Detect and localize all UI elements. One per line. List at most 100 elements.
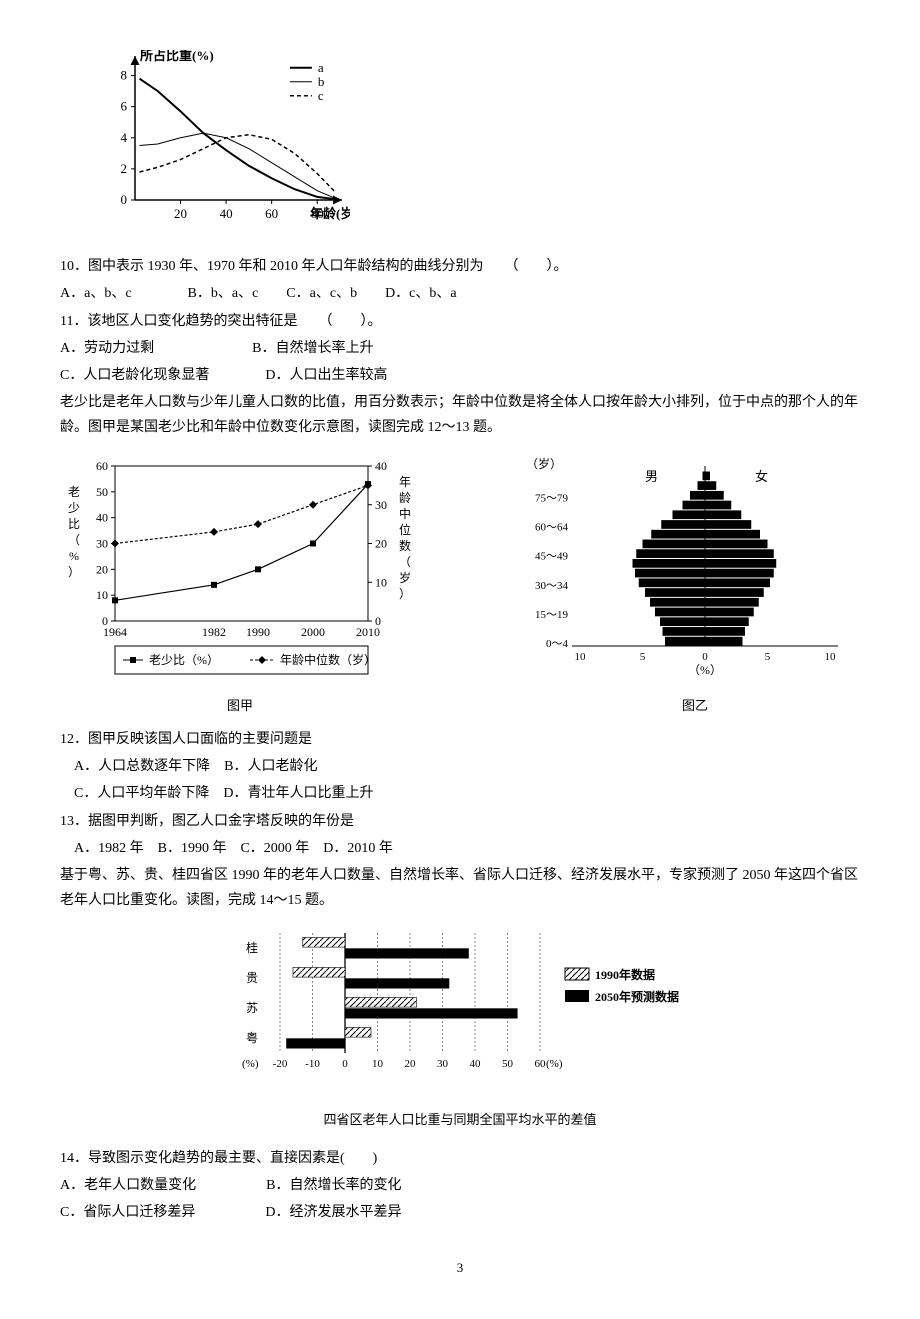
chart-province-elderly: -20-100102030405060(%)(%)桂贵苏粤1990年数据2050… <box>60 923 860 1102</box>
q11-stem: 11．该地区人口变化趋势的突出特征是 （ ）。 <box>60 309 860 334</box>
svg-text:4: 4 <box>121 130 128 145</box>
svg-text:c: c <box>318 88 324 103</box>
svg-text:1990: 1990 <box>246 625 270 639</box>
svg-text:20: 20 <box>96 562 108 576</box>
svg-text:岁: 岁 <box>399 570 411 585</box>
svg-text:年龄(岁): 年龄(岁) <box>310 206 350 221</box>
svg-text:2050年预测数据: 2050年预测数据 <box>595 989 679 1004</box>
chart-yi: 10 5 0 5 10 （%） 0～4 15～19 30～34 45～49 60～64 75～79 （岁… <box>530 451 860 681</box>
svg-text:30: 30 <box>437 1058 449 1070</box>
svg-text:(%): (%) <box>242 1058 259 1070</box>
page-number: 3 <box>60 1256 860 1279</box>
svg-text:比: 比 <box>68 517 80 531</box>
svg-text:贵: 贵 <box>246 971 258 985</box>
svg-text:老: 老 <box>68 485 80 499</box>
svg-text:年龄中位数（岁）: 年龄中位数（岁） <box>280 652 376 667</box>
svg-text:2000: 2000 <box>301 625 325 639</box>
svg-text:-20: -20 <box>273 1058 288 1070</box>
svg-text:10: 10 <box>372 1058 384 1070</box>
svg-text:20: 20 <box>405 1058 417 1070</box>
q14-stem: 14．导致图示变化趋势的最主要、直接因素是( ) <box>60 1146 860 1171</box>
svg-text:b: b <box>318 74 325 89</box>
q12-opts-row2: C．人口平均年龄下降 D．青壮年人口比重上升 <box>60 781 860 806</box>
svg-text:所占比重(%): 所占比重(%) <box>140 50 214 63</box>
svg-text:位: 位 <box>399 522 411 537</box>
svg-text:60: 60 <box>96 459 108 473</box>
q11-opt-c: C．人口老龄化现象显著 D．人口出生率较高 <box>60 363 860 388</box>
svg-text:30～34: 30～34 <box>535 579 568 591</box>
q11-opt-a: A．劳动力过剩 B．自然增长率上升 <box>60 336 860 361</box>
q13-opts: A．1982 年 B．1990 年 C．2000 年 D．2010 年 <box>60 836 860 861</box>
svg-text:10: 10 <box>375 575 387 589</box>
svg-text:苏: 苏 <box>246 1001 258 1015</box>
svg-text:40: 40 <box>470 1058 482 1070</box>
chart-jia: 0102030405060010203040196419821990200020… <box>60 451 420 681</box>
svg-text:桂: 桂 <box>246 940 258 955</box>
chart-age-structure: 0246820406080所占比重(%)年龄(岁)abc <box>90 50 860 239</box>
svg-text:40: 40 <box>96 510 108 524</box>
svg-text:0: 0 <box>702 651 708 663</box>
svg-text:年: 年 <box>399 475 411 489</box>
svg-text:a: a <box>318 60 324 75</box>
svg-text:-10: -10 <box>305 1058 320 1070</box>
intro-q14-15: 基于粤、苏、贵、桂四省区 1990 年的老年人口数量、自然增长率、省际人口迁移、… <box>60 863 860 913</box>
svg-text:0～4: 0～4 <box>546 638 568 650</box>
svg-text:40: 40 <box>220 206 233 221</box>
svg-text:15～19: 15～19 <box>535 608 568 620</box>
caption-jia: 图甲 <box>60 694 420 717</box>
chart3-caption: 四省区老年人口比重与同期全国平均水平的差值 <box>60 1108 860 1131</box>
svg-text:0: 0 <box>121 192 128 207</box>
svg-text:）: ） <box>399 587 411 601</box>
svg-text:30: 30 <box>96 536 108 550</box>
svg-text:6: 6 <box>121 99 128 114</box>
svg-text:40: 40 <box>375 459 387 473</box>
svg-text:（: （ <box>68 533 80 547</box>
q10-stem: 10．图中表示 1930 年、1970 年和 2010 年人口年龄结构的曲线分别… <box>60 254 860 279</box>
svg-text:老少比（%）: 老少比（%） <box>149 653 219 667</box>
svg-text:2: 2 <box>121 161 128 176</box>
q13-stem: 13．据图甲判断，图乙人口金字塔反映的年份是 <box>60 809 860 834</box>
svg-text:男: 男 <box>645 469 658 484</box>
figure-jiayi-row: 0102030405060010203040196419821990200020… <box>60 451 860 718</box>
q14-opt-cd: C．省际人口迁移差异 D．经济发展水平差异 <box>60 1200 860 1225</box>
svg-text:粤: 粤 <box>246 1030 258 1045</box>
q12-stem: 12．图甲反映该国人口面临的主要问题是 <box>60 727 860 752</box>
q10-options: A．a、b、c B．b、a、c C．a、c、b D．c、b、a <box>60 281 860 306</box>
svg-text:1982: 1982 <box>202 625 226 639</box>
q12-opts-row1: A．人口总数逐年下降 B．人口老龄化 <box>60 754 860 779</box>
svg-text:0: 0 <box>342 1058 348 1070</box>
svg-text:5: 5 <box>640 651 646 663</box>
svg-text:(%): (%) <box>546 1058 563 1070</box>
intro-q12-13: 老少比是老年人口数与少年儿童人口数的比值，用百分数表示；年龄中位数是将全体人口按… <box>60 390 860 440</box>
svg-text:2010: 2010 <box>356 625 380 639</box>
svg-text:10: 10 <box>825 651 837 663</box>
svg-text:20: 20 <box>174 206 187 221</box>
svg-text:1990年数据: 1990年数据 <box>595 967 655 982</box>
svg-text:（岁）: （岁） <box>530 456 562 471</box>
svg-text:1964: 1964 <box>103 625 127 639</box>
svg-text:（%）: （%） <box>688 663 722 677</box>
svg-text:50: 50 <box>96 484 108 498</box>
svg-text:）: ） <box>68 565 80 579</box>
svg-text:龄: 龄 <box>399 491 411 505</box>
svg-text:50: 50 <box>502 1058 514 1070</box>
svg-text:5: 5 <box>765 651 771 663</box>
svg-text:60: 60 <box>535 1058 547 1070</box>
svg-text:20: 20 <box>375 536 387 550</box>
svg-text:8: 8 <box>121 68 128 83</box>
svg-text:60: 60 <box>265 206 278 221</box>
svg-text:女: 女 <box>755 469 768 484</box>
svg-text:30: 30 <box>375 497 387 511</box>
q14-opt-ab: A．老年人口数量变化 B．自然增长率的变化 <box>60 1173 860 1198</box>
svg-text:45～49: 45～49 <box>535 550 568 562</box>
svg-text:中: 中 <box>399 506 411 521</box>
svg-text:75～79: 75～79 <box>535 492 568 504</box>
svg-text:数: 数 <box>399 538 411 553</box>
svg-text:10: 10 <box>96 588 108 602</box>
caption-yi: 图乙 <box>530 694 860 717</box>
svg-text:60～64: 60～64 <box>535 521 568 533</box>
svg-text:10: 10 <box>575 651 587 663</box>
svg-text:%: % <box>69 549 79 563</box>
svg-text:少: 少 <box>68 501 80 515</box>
svg-text:（: （ <box>399 555 411 569</box>
